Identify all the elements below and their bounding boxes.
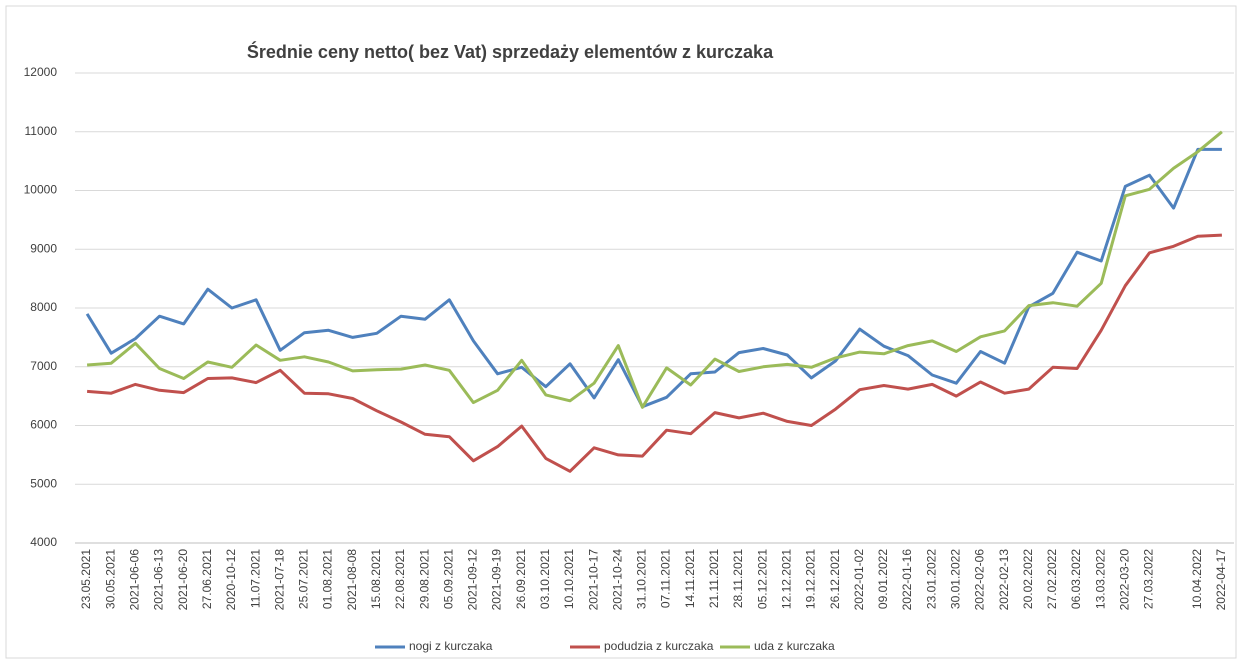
- series-line: [86, 233, 1222, 473]
- x-tick-label: 2021-10-17: [586, 549, 600, 611]
- x-tick-label: 2021-09-19: [490, 549, 504, 611]
- legend-label: uda z kurczaka: [754, 639, 835, 653]
- x-tick-label: 2022-03-20: [1118, 549, 1132, 611]
- x-tick-label: 10.04.2022: [1190, 549, 1204, 609]
- y-tick-label: 12000: [24, 65, 58, 79]
- x-tick-label: 2022-01-02: [852, 549, 866, 611]
- x-tick-label: 10.10.2021: [562, 549, 576, 609]
- x-tick-label: 03.10.2021: [538, 549, 552, 609]
- x-tick-label: 26.09.2021: [514, 549, 528, 609]
- x-tick-label: 01.08.2021: [321, 549, 335, 609]
- y-tick-label: 11000: [25, 124, 58, 138]
- y-tick-label: 5000: [30, 476, 57, 490]
- legend-label: podudzia z kurczaka: [604, 639, 714, 653]
- chart-border: [5, 5, 1237, 659]
- x-tick-label: 12.12.2021: [779, 549, 793, 609]
- x-tick-label: 05.12.2021: [755, 549, 769, 609]
- x-tick-label: 27.02.2022: [1045, 549, 1059, 609]
- y-tick-label: 7000: [30, 359, 57, 373]
- x-tick-label: 14.11.2021: [683, 549, 697, 608]
- x-tick-label: 25.07.2021: [297, 549, 311, 609]
- x-tick-label: 26.12.2021: [828, 549, 842, 609]
- x-tick-label: 23.01.2022: [924, 549, 938, 609]
- x-tick-label: 09.01.2022: [876, 549, 890, 609]
- x-tick-label: 23.05.2021: [79, 549, 93, 609]
- y-tick-label: 4000: [30, 535, 57, 549]
- x-tick-label: 2021-07-18: [272, 549, 286, 611]
- x-tick-label: 21.11.2021: [707, 549, 721, 608]
- x-tick-label: 27.03.2022: [1142, 549, 1156, 609]
- x-tick-label: 2022-04-17: [1214, 549, 1228, 611]
- y-tick-label: 9000: [30, 241, 57, 255]
- x-tick-label: 31.10.2021: [635, 549, 649, 609]
- x-tick-label: 22.08.2021: [393, 549, 407, 609]
- x-tick-label: 2022-01-16: [900, 549, 914, 611]
- y-tick-label: 8000: [30, 300, 57, 314]
- x-tick-label: 30.05.2021: [103, 549, 117, 609]
- y-tick-label: 10000: [24, 183, 58, 197]
- x-tick-label: 2021-09-12: [466, 549, 480, 611]
- x-tick-label: 19.12.2021: [804, 549, 818, 609]
- x-tick-label: 30.01.2022: [948, 549, 962, 609]
- x-tick-label: 20.02.2022: [1021, 549, 1035, 609]
- x-tick-label: 15.08.2021: [369, 549, 383, 609]
- series-line: [86, 130, 1223, 409]
- x-tick-label: 11.07.2021: [248, 549, 262, 608]
- x-tick-label: 13.03.2022: [1093, 549, 1107, 609]
- x-tick-label: 2021-10-24: [610, 549, 624, 611]
- x-tick-label: 2020-10-12: [224, 549, 238, 611]
- legend-label: nogi z kurczaka: [409, 639, 493, 653]
- x-tick-label: 2021-06-06: [128, 549, 142, 611]
- y-tick-label: 6000: [30, 418, 57, 432]
- x-tick-label: 28.11.2021: [731, 549, 745, 608]
- x-tick-label: 2022-02-06: [973, 549, 987, 611]
- x-tick-label: 05.09.2021: [441, 549, 455, 609]
- x-tick-label: 2021-08-08: [345, 549, 359, 611]
- x-tick-label: 2021-06-20: [176, 549, 190, 611]
- x-tick-label: 07.11.2021: [659, 549, 673, 608]
- chart-title: Średnie ceny netto( bez Vat) sprzedaży e…: [247, 41, 774, 62]
- x-tick-label: 2021-06-13: [152, 549, 166, 611]
- x-tick-label: 29.08.2021: [417, 549, 431, 609]
- x-tick-label: 27.06.2021: [200, 549, 214, 609]
- x-tick-label: 2022-02-13: [997, 549, 1011, 611]
- x-tick-label: 06.03.2022: [1069, 549, 1083, 609]
